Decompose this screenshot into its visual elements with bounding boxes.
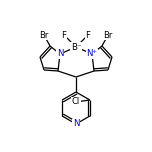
Text: Cl: Cl bbox=[72, 97, 80, 107]
Text: N⁺: N⁺ bbox=[86, 50, 98, 59]
Text: Br: Br bbox=[103, 31, 113, 40]
Text: B⁻: B⁻ bbox=[71, 43, 81, 52]
Text: N: N bbox=[73, 119, 79, 128]
Text: F: F bbox=[85, 31, 90, 40]
Text: F: F bbox=[62, 31, 67, 40]
Text: Br: Br bbox=[39, 31, 49, 40]
Text: N: N bbox=[57, 50, 63, 59]
